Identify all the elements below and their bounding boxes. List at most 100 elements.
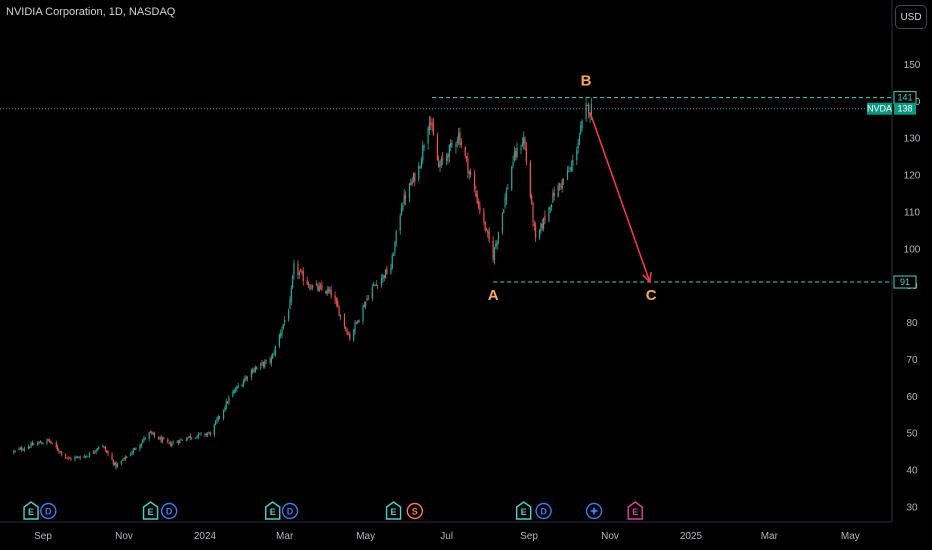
candle-body: [269, 358, 271, 362]
candle-body: [79, 457, 81, 459]
candle-body: [135, 448, 137, 450]
candle-body: [67, 457, 69, 459]
candle-body: [504, 197, 506, 208]
candle-body: [585, 103, 587, 120]
candle-body: [540, 223, 542, 231]
level-tag-box: [893, 275, 917, 289]
event-marker[interactable]: D: [160, 502, 178, 520]
event-marker[interactable]: E: [265, 501, 281, 520]
candle-body: [354, 322, 356, 331]
candle-body: [87, 456, 89, 458]
candle-body: [75, 456, 77, 458]
earnings-icon: [265, 501, 281, 520]
candle-body: [13, 451, 15, 453]
candle-body: [488, 231, 490, 241]
event-marker[interactable]: E: [627, 501, 643, 520]
candle-body: [531, 195, 533, 203]
candle-body: [244, 378, 246, 383]
candle-body: [50, 441, 52, 444]
y-tick-label: 30: [906, 503, 918, 514]
candle-body: [252, 369, 254, 373]
event-letter: S: [412, 507, 418, 517]
candle-body: [126, 456, 128, 459]
candle-body: [589, 112, 591, 118]
earnings-letter: E: [391, 507, 397, 517]
candle-body: [57, 446, 59, 451]
candle-body: [414, 172, 416, 182]
event-marker[interactable]: S: [406, 502, 424, 520]
x-tick-label: May: [356, 531, 375, 542]
event-marker[interactable]: E: [142, 501, 159, 520]
candle-body: [200, 432, 202, 434]
candle-body: [284, 319, 286, 323]
currency-button[interactable]: USD: [895, 5, 927, 29]
candle-body: [390, 267, 392, 273]
candle-body: [95, 449, 97, 453]
candle-body: [288, 310, 290, 320]
candle-body: [273, 353, 275, 355]
candle-body: [181, 439, 184, 441]
candle-body: [535, 226, 537, 238]
candle-body: [260, 363, 262, 369]
candle-body: [327, 290, 330, 291]
candle-body: [311, 285, 314, 288]
candle-body: [261, 362, 263, 364]
candle-body: [412, 174, 415, 182]
candle-body: [297, 263, 299, 275]
candle-body: [27, 446, 29, 449]
candle-body: [204, 433, 206, 436]
candle-body: [507, 188, 509, 190]
candle-body: [298, 272, 300, 275]
event-marker[interactable]: D: [40, 502, 57, 520]
event-marker[interactable]: D: [281, 502, 299, 520]
candle-body: [96, 448, 99, 450]
candle-body: [187, 437, 189, 439]
candle-body: [580, 125, 582, 134]
candle-body: [440, 158, 442, 166]
candle-body: [581, 120, 583, 128]
candle-body: [550, 204, 553, 208]
event-marker[interactable]: D: [535, 502, 552, 520]
candle-body: [264, 361, 266, 368]
event-circle: [585, 502, 603, 520]
candle-body: [131, 452, 133, 454]
candle-body: [163, 438, 165, 440]
candle-body: [191, 437, 193, 439]
candle-body: [302, 271, 304, 282]
candle-body: [74, 457, 76, 460]
candle-body: [307, 284, 310, 287]
event-marker[interactable]: E: [385, 501, 402, 520]
candle-body: [339, 314, 342, 317]
candle-body: [236, 386, 238, 390]
candle-body: [358, 319, 360, 322]
candle-body: [107, 452, 109, 454]
candle-body: [42, 442, 44, 444]
candle-body: [281, 329, 283, 335]
dividend-icon: [160, 502, 178, 520]
candle-body: [383, 275, 385, 278]
x-tick-label: Nov: [115, 531, 133, 542]
candle-body: [419, 166, 421, 168]
candle-body: [367, 298, 369, 300]
earnings-letter: E: [521, 507, 527, 517]
y-tick-label: 70: [906, 355, 918, 366]
price-tag-box: [894, 102, 916, 115]
candle-body: [399, 215, 401, 231]
event-marker[interactable]: [585, 502, 603, 520]
candle-body: [533, 223, 535, 226]
event-marker[interactable]: E: [23, 501, 39, 520]
candle-body: [153, 433, 156, 437]
candle-body: [568, 171, 570, 173]
candle-body: [411, 180, 413, 184]
candle-body: [477, 201, 480, 206]
event-marker[interactable]: E: [515, 501, 532, 520]
candle-body: [199, 433, 201, 435]
candle-body: [375, 283, 377, 286]
candle-body: [539, 229, 541, 239]
candle-body: [501, 212, 504, 233]
candle-body: [423, 145, 425, 148]
symbol-tag-box: [867, 102, 892, 115]
candle-body: [83, 456, 85, 458]
candle-body: [561, 179, 563, 189]
